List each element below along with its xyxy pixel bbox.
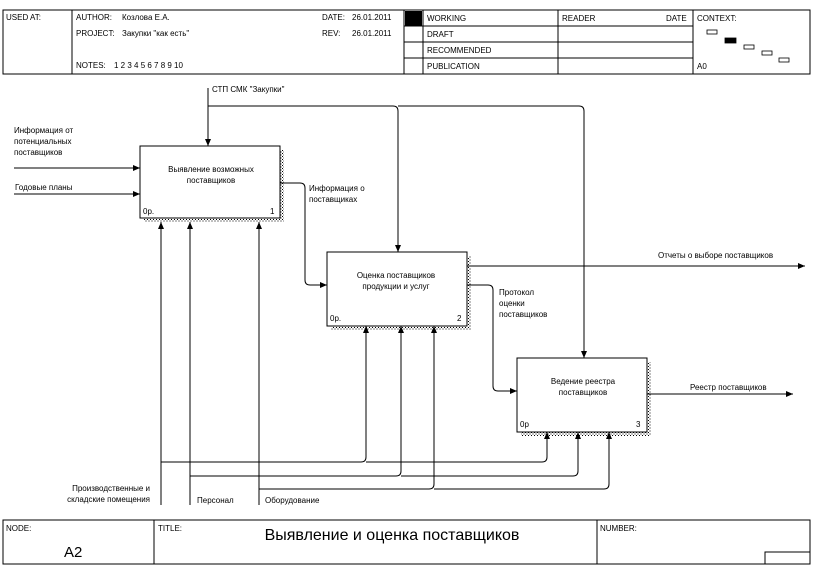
- reader-date-label: DATE: [666, 14, 687, 23]
- activity-2-title-line2: продукции и услуг: [362, 282, 429, 291]
- rev-value: 26.01.2011: [352, 29, 392, 38]
- date-value: 26.01.2011: [352, 13, 392, 22]
- author-value: Козлова Е.А.: [122, 13, 170, 22]
- header-frame: [2, 9, 811, 75]
- activity-box-1[interactable]: Выявление возможных поставщиков 0р. 1: [139, 145, 284, 222]
- mechanism-equipment-label: Оборудование: [265, 496, 320, 505]
- activity-box-2[interactable]: Оценка поставщиков продукции и услуг 0р.…: [326, 251, 471, 330]
- activity-3-number: 3: [636, 420, 641, 429]
- activity-2-number: 2: [457, 314, 462, 323]
- status-working: WORKING: [427, 14, 466, 23]
- input-supplier-info-line1: Информация от: [14, 126, 73, 135]
- rev-label: REV:: [322, 29, 340, 38]
- activity-3-title-line2: поставщиков: [559, 388, 607, 397]
- status-recommended: RECOMMENDED: [427, 46, 492, 55]
- project-value: Закупки "как есть": [122, 29, 189, 38]
- node-label: NODE:: [6, 524, 31, 533]
- protocol-arrow[interactable]: Протокол оценки поставщиков: [467, 284, 547, 394]
- input-annual-plans-arrow[interactable]: Годовые планы: [14, 183, 140, 197]
- mechanism-premises-line2: складские помещения: [67, 495, 150, 504]
- activity-1-title-line1: Выявление возможных: [168, 165, 254, 174]
- mechanism-staff-arrow[interactable]: Персонал: [187, 222, 581, 505]
- activity-1-cost: 0р.: [143, 207, 154, 216]
- output-registry-label: Реестр поставщиков: [690, 383, 767, 392]
- status-publication: PUBLICATION: [427, 62, 480, 71]
- input-supplier-info-line2: потенциальных: [14, 137, 72, 146]
- mechanism-staff-label: Персонал: [197, 496, 234, 505]
- context-map: [706, 29, 790, 63]
- control-label: СТП СМК "Закупки": [212, 85, 285, 94]
- control-arrow[interactable]: СТП СМК "Закупки": [205, 85, 587, 358]
- supplier-info-arrow[interactable]: Информация о поставщиках: [280, 182, 365, 288]
- node-value: A2: [64, 544, 82, 561]
- output-reports-label: Отчеты о выборе поставщиков: [658, 251, 773, 260]
- input-supplier-info-line3: поставщиков: [14, 148, 62, 157]
- activity-3-cost: 0р: [520, 420, 529, 429]
- activity-3-title-line1: Ведение реестра: [551, 377, 616, 386]
- title-label: TITLE:: [158, 524, 182, 533]
- mechanism-equipment-arrow[interactable]: Оборудование: [256, 222, 612, 505]
- footer-frame: [2, 519, 811, 565]
- diagram-title: Выявление и оценка поставщиков: [265, 527, 520, 544]
- supplier-info-line2: поставщиках: [309, 195, 357, 204]
- protocol-line3: поставщиков: [499, 310, 547, 319]
- date-label: DATE:: [322, 13, 345, 22]
- author-label: AUTHOR:: [76, 13, 112, 22]
- context-node: A0: [697, 62, 707, 71]
- input-annual-plans-label: Годовые планы: [15, 183, 73, 192]
- activity-1-title-line2: поставщиков: [187, 176, 235, 185]
- input-supplier-info-arrow[interactable]: Информация от потенциальных поставщиков: [14, 126, 140, 171]
- protocol-line1: Протокол: [499, 288, 534, 297]
- output-reports-arrow[interactable]: Отчеты о выборе поставщиков: [467, 251, 805, 269]
- activity-2-title-line1: Оценка поставщиков: [357, 271, 435, 280]
- mechanism-premises-arrow[interactable]: Производственные и складские помещения: [67, 222, 550, 505]
- activity-2-cost: 0р.: [330, 314, 341, 323]
- protocol-line2: оценки: [499, 299, 525, 308]
- output-registry-arrow[interactable]: Реестр поставщиков: [647, 383, 793, 397]
- status-draft: DRAFT: [427, 30, 454, 39]
- context-label: CONTEXT:: [697, 14, 737, 23]
- notes-value: 1 2 3 4 5 6 7 8 9 10: [114, 61, 183, 70]
- activity-box-3[interactable]: Ведение реестра поставщиков 0р 3: [516, 357, 651, 436]
- number-label: NUMBER:: [600, 524, 637, 533]
- used-at-label: USED AT:: [6, 13, 41, 22]
- supplier-info-line1: Информация о: [309, 184, 365, 193]
- project-label: PROJECT:: [76, 29, 115, 38]
- reader-label: READER: [562, 14, 596, 23]
- activity-1-number: 1: [270, 207, 275, 216]
- notes-label: NOTES:: [76, 61, 106, 70]
- mechanism-premises-line1: Производственные и: [72, 484, 150, 493]
